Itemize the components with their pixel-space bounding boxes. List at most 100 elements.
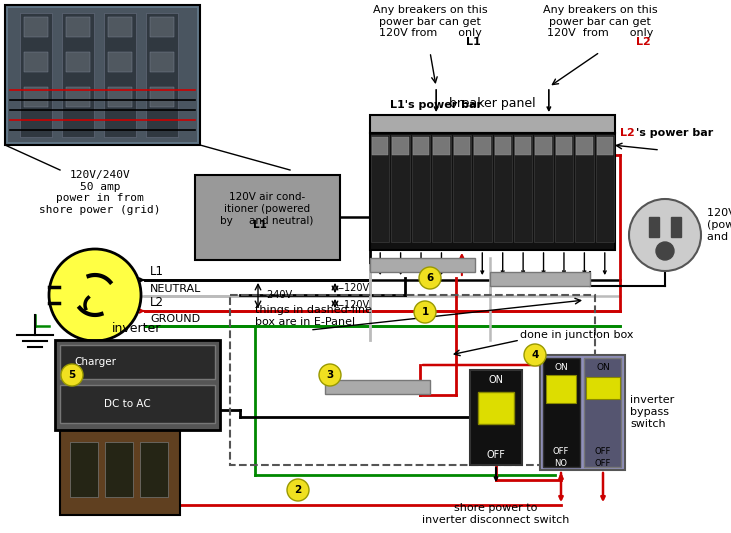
Text: ON: ON [596,362,610,372]
Bar [55,340,220,430]
Text: OFF: OFF [595,448,611,456]
Bar [371,135,390,242]
Bar [20,13,52,137]
Text: --120V: --120V [338,283,370,293]
Text: --120V: --120V [338,300,370,310]
Text: 3: 3 [326,370,333,380]
Bar [596,137,613,155]
Bar [325,380,430,394]
Bar [108,52,132,72]
Bar [105,442,133,497]
Text: 6: 6 [426,273,433,283]
Bar [493,135,512,242]
Bar [494,137,511,155]
Bar [490,272,590,286]
Text: done in junction box: done in junction box [520,330,634,340]
Bar [60,385,215,423]
Circle shape [656,242,674,260]
Bar [60,430,180,515]
Text: things in dashed-line
box are in E-Panel: things in dashed-line box are in E-Panel [255,305,372,327]
Circle shape [49,249,141,341]
Bar [575,135,594,242]
Circle shape [419,267,441,289]
Text: NO: NO [555,458,567,467]
Text: L2: L2 [150,296,164,309]
Bar [555,135,573,242]
Bar [70,442,98,497]
Text: 120V/240V
50 amp
power in from
shore power (grid): 120V/240V 50 amp power in from shore pow… [39,170,161,215]
Bar [470,370,522,465]
Bar [535,137,552,155]
Bar [596,135,614,242]
Bar [393,137,409,155]
Bar [478,392,514,424]
Bar [413,137,429,155]
Bar [372,137,388,155]
Text: inverter: inverter [113,322,162,335]
Bar [230,295,595,465]
Text: GROUND: GROUND [150,314,200,324]
Bar [515,137,531,155]
Text: shore power to
inverter disconnect switch: shore power to inverter disconnect switc… [423,503,569,524]
Bar [454,137,470,155]
Text: ON: ON [488,375,504,385]
Bar [649,217,659,237]
Text: 4: 4 [531,350,539,360]
Bar [8,8,197,142]
Bar [146,13,178,137]
Text: L1: L1 [466,37,481,47]
Bar [150,87,174,107]
Bar [433,137,450,155]
Bar [24,17,48,37]
Bar [556,137,572,155]
Bar [586,377,620,399]
Bar [104,13,136,137]
Circle shape [319,364,341,386]
Bar [5,5,200,145]
Bar [66,52,90,72]
Bar [412,135,431,242]
Text: --240V: --240V [261,290,293,300]
Text: Charger: Charger [74,357,116,367]
Bar [66,17,90,37]
Bar [391,135,410,242]
Bar [24,87,48,107]
Bar [370,258,475,272]
Bar [24,52,48,72]
Bar [452,135,471,242]
Text: Any breakers on this
power bar can get
120V  from      only: Any breakers on this power bar can get 1… [542,5,657,38]
Bar [66,87,90,107]
Text: breaker panel: breaker panel [449,97,535,110]
Text: 1: 1 [421,307,428,317]
Bar [370,115,615,133]
Text: inverter
bypass
switch: inverter bypass switch [630,395,674,429]
Text: 's power bar: 's power bar [636,128,713,138]
Bar [150,52,174,72]
Bar [108,17,132,37]
Text: 5: 5 [69,370,75,380]
Bar [474,137,491,155]
Bar [473,135,491,242]
Bar [540,355,625,470]
Text: L2: L2 [620,128,635,138]
Bar [140,442,168,497]
Bar [584,358,621,467]
Text: NEUTRAL: NEUTRAL [150,284,201,294]
Text: L1's power bar: L1's power bar [390,100,482,110]
Bar [543,358,580,467]
Text: 120V receptacle
(powered by      
and neutral): 120V receptacle (powered by and neutral) [707,208,731,241]
Bar [576,137,593,155]
Text: L1: L1 [150,265,164,278]
Bar [62,13,94,137]
Circle shape [629,199,701,271]
Bar [534,135,553,242]
Circle shape [524,344,546,366]
Bar [150,17,174,37]
Bar [60,345,215,379]
Text: OFF: OFF [487,450,505,460]
Text: 2: 2 [295,485,302,495]
Circle shape [61,364,83,386]
Text: 120V air cond-
itioner (powered
by     and neutral): 120V air cond- itioner (powered by and n… [220,192,314,225]
Bar [195,175,340,260]
Text: Any breakers on this
power bar can get
120V from      only: Any breakers on this power bar can get 1… [373,5,488,38]
